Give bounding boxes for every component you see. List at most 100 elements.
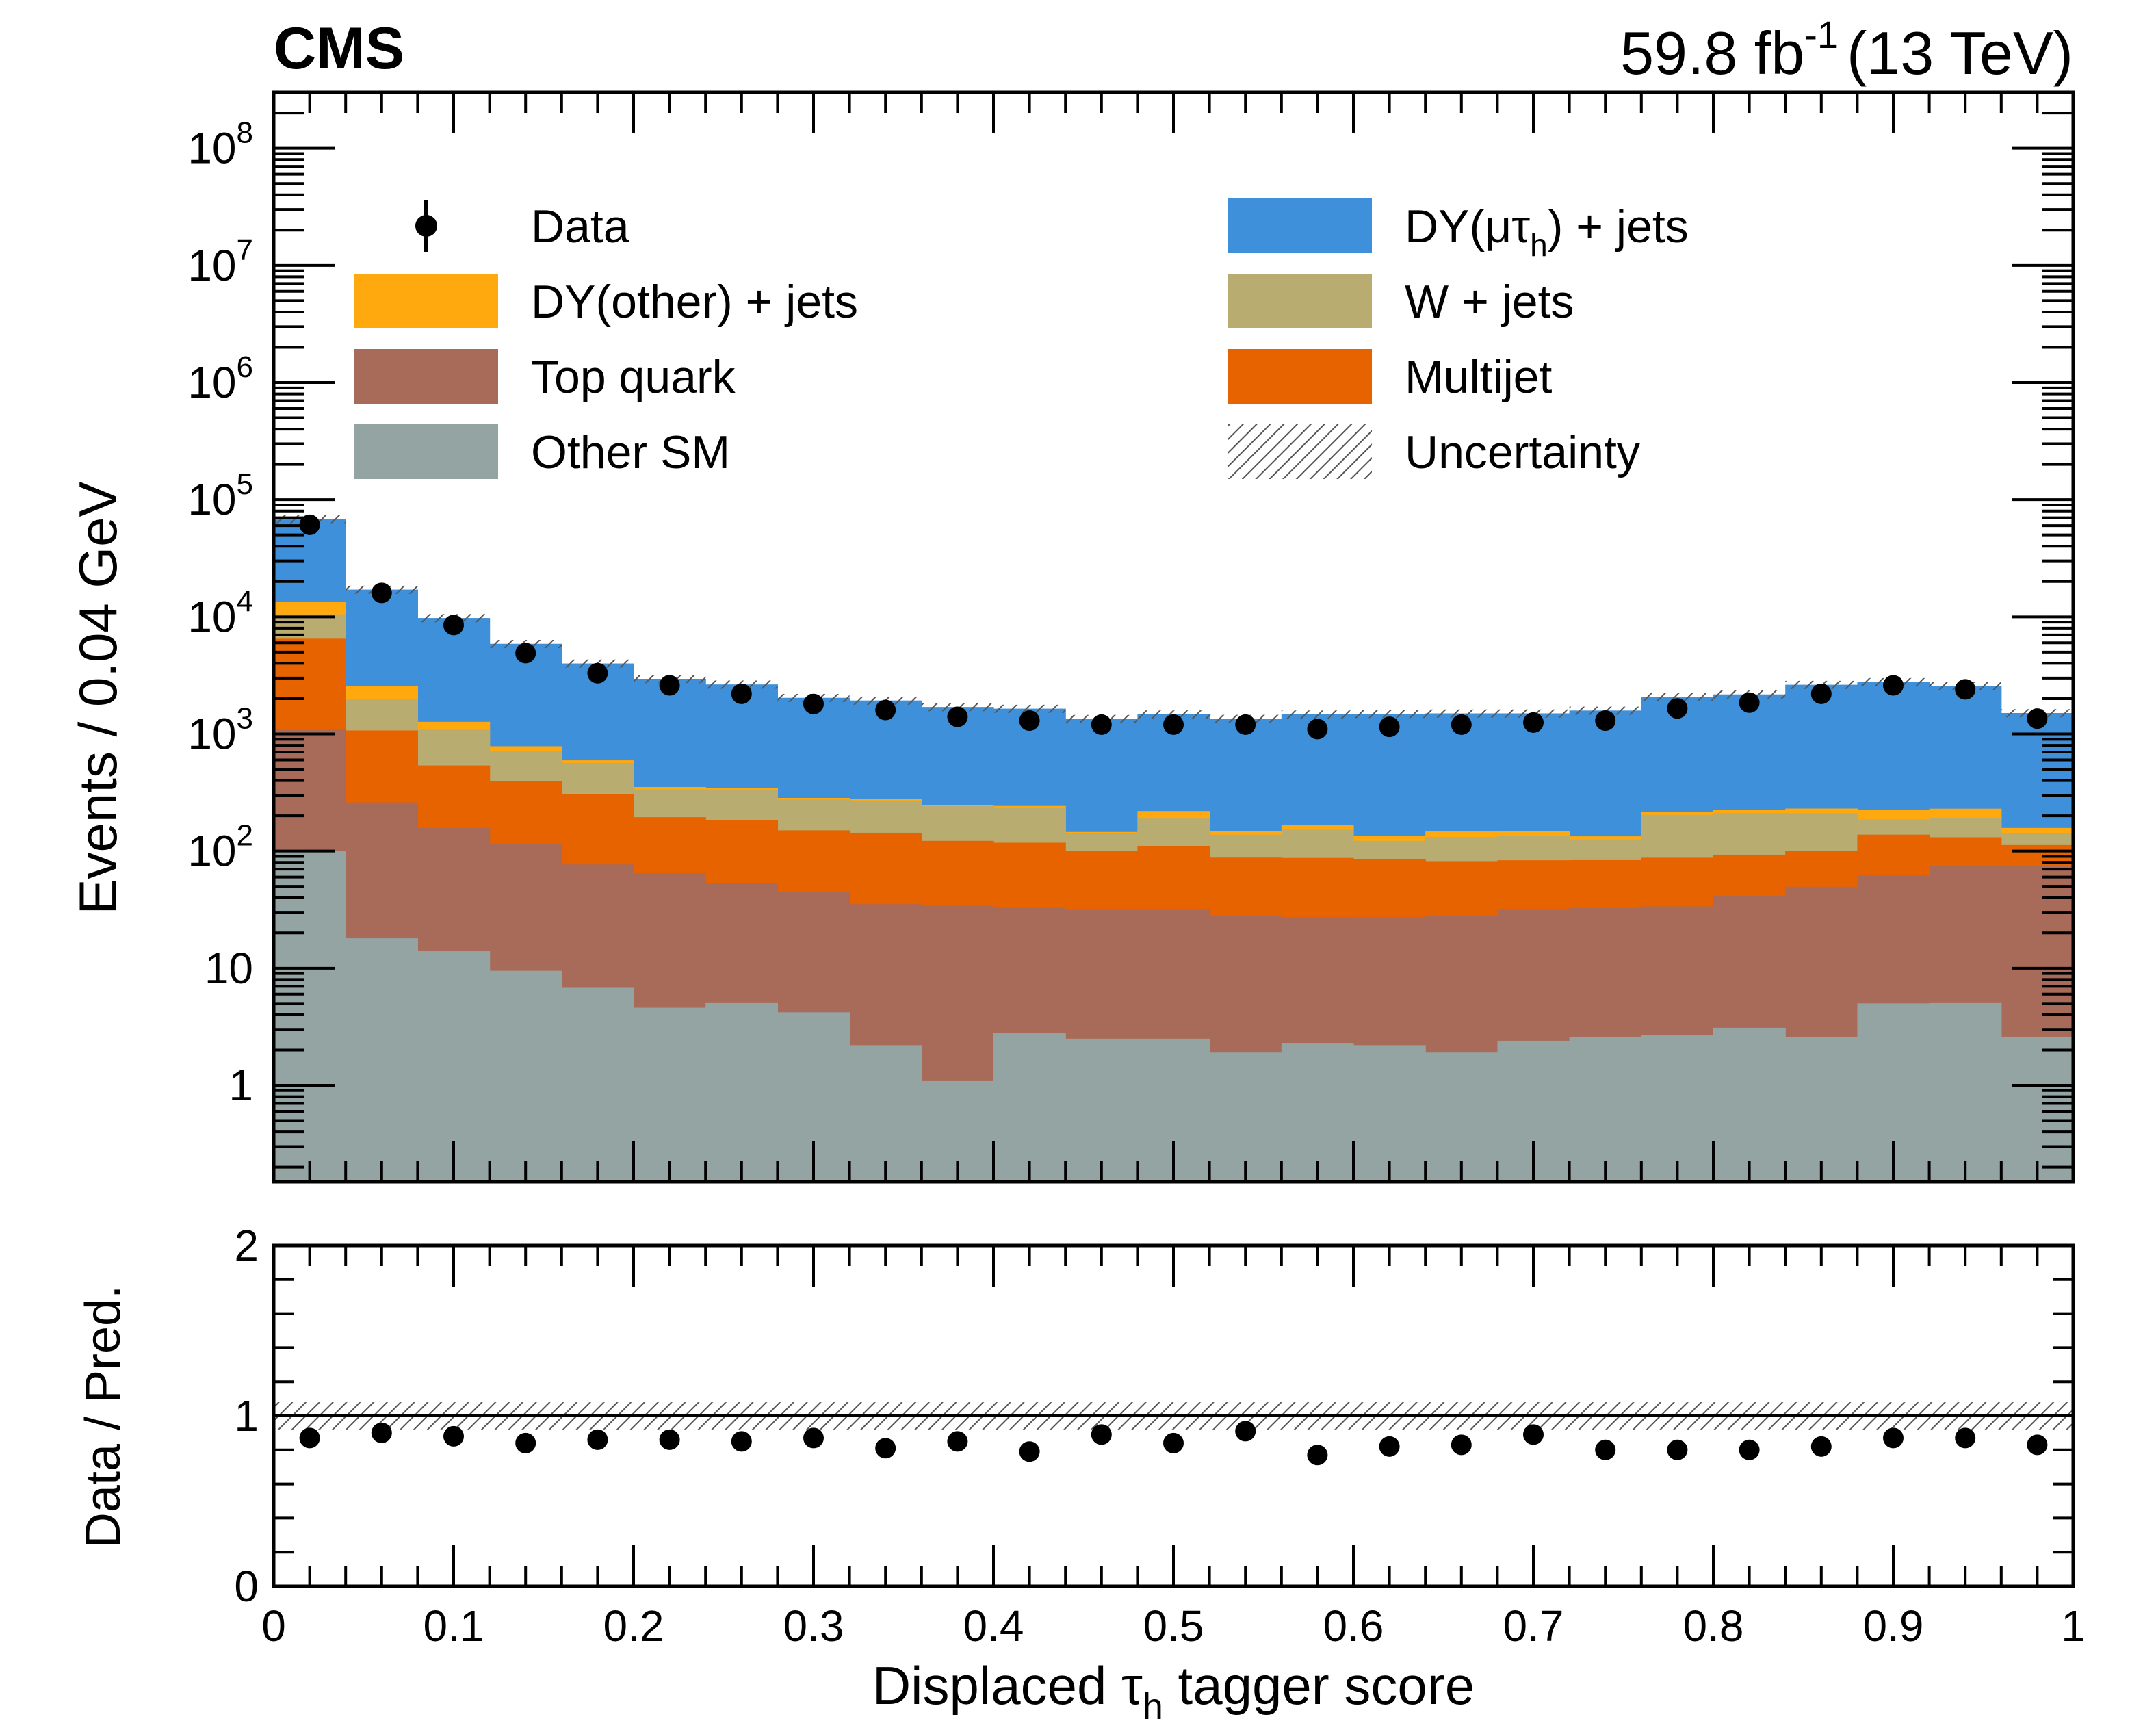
y-tick-base: 1	[229, 1061, 253, 1110]
y-tick-base: 10	[187, 592, 236, 641]
other_sm-bin	[1929, 1002, 2002, 1182]
x-tick-label: 1	[2061, 1601, 2086, 1651]
ratio-point	[731, 1431, 752, 1452]
main-x-ticks	[272, 92, 2075, 1182]
other_sm-bin	[2001, 1036, 2073, 1182]
y-tick-base: 10	[187, 475, 236, 524]
y-tick-exponent: 7	[237, 233, 253, 267]
legend-entry-dy_mutau: DY(μτh) + jets	[1228, 198, 1689, 263]
ratio-point	[1019, 1441, 1040, 1462]
y-tick-exponent: 6	[237, 350, 253, 384]
ratio-point	[1883, 1427, 1904, 1449]
ratio-point	[1595, 1439, 1616, 1460]
lumi-value: 59.8 fb	[1620, 19, 1804, 87]
y-tick-label: 102	[187, 819, 253, 876]
data-point	[443, 615, 464, 636]
y-tick-label: 104	[187, 584, 253, 641]
y-tick-label: 108	[187, 116, 253, 173]
ratio-point	[1523, 1424, 1544, 1445]
legend-swatch	[1228, 274, 1372, 328]
ratio-point	[1091, 1424, 1112, 1445]
ratio-point	[1379, 1436, 1400, 1457]
other_sm-bin	[1569, 1036, 1642, 1182]
legend-entry-dy_other: DY(other) + jets	[354, 274, 858, 328]
legend-label-suffix: ) + jets	[1548, 201, 1689, 253]
x-tick-label: 0.5	[1143, 1601, 1204, 1651]
ratio-point	[1667, 1439, 1688, 1460]
x-axis-title: Displaced τh tagger score	[872, 1655, 1475, 1719]
legend-entry-top: Top quark	[354, 349, 736, 404]
legend-marker-dot	[415, 215, 437, 237]
other_sm-bin	[849, 1045, 922, 1182]
legend-swatch	[354, 274, 498, 328]
y-tick-label: 1	[229, 1061, 253, 1110]
y-tick-exponent: 2	[237, 819, 253, 853]
legend-entry-multijet: Multijet	[1228, 349, 1552, 404]
stack-component-other_sm	[274, 851, 2073, 1182]
data-point	[1739, 692, 1760, 713]
y-tick-label: 106	[187, 350, 253, 407]
x-tick-label: 0.9	[1863, 1601, 1924, 1651]
ratio-point	[875, 1438, 896, 1459]
uncertainty-bin	[1425, 709, 1498, 718]
legend: Data DY(μτh) + jets DY(other) + jets W + je…	[354, 198, 1689, 479]
main-y-axis-title: Events / 0.04 GeV	[68, 481, 128, 914]
ratio-point	[443, 1425, 464, 1447]
data-point	[587, 662, 608, 684]
data-point	[1307, 719, 1328, 740]
other_sm-bin	[1785, 1036, 1858, 1182]
other_sm-bin	[705, 1002, 778, 1182]
uncertainty-bin	[1641, 693, 1713, 701]
y-tick-base: 10	[187, 358, 236, 407]
x-axis-title-prefix: Displaced	[872, 1655, 1121, 1716]
x-tick-label: 0.2	[603, 1601, 664, 1651]
legend-entry-other_sm: Other SM	[354, 424, 730, 479]
data-point	[803, 693, 824, 714]
data-point	[1810, 683, 1832, 704]
ratio-point	[587, 1429, 608, 1450]
y-tick-base: 10	[187, 827, 236, 876]
y-tick-exponent: 5	[237, 467, 253, 501]
data-point	[2027, 708, 2048, 729]
x-tick-label: 0	[261, 1601, 286, 1651]
other_sm-bin	[561, 987, 634, 1182]
ratio-point	[371, 1422, 392, 1443]
ratio-point	[659, 1429, 680, 1450]
data-point	[659, 675, 680, 696]
other_sm-bin	[489, 970, 562, 1182]
legend-label: Multijet	[1405, 351, 1552, 403]
x-tick-label: 0.7	[1503, 1601, 1564, 1651]
x-tick-label: 0.1	[424, 1601, 484, 1651]
data-point	[1451, 714, 1472, 735]
data-point	[299, 514, 320, 535]
x-tick-label: 0.6	[1323, 1601, 1384, 1651]
legend-entry-data: Data	[415, 200, 629, 253]
ratio-point	[947, 1431, 968, 1452]
legend-label-subscript: h	[1530, 227, 1548, 263]
ratio-tick-label: 2	[234, 1221, 259, 1270]
ratio-point	[1739, 1439, 1760, 1460]
y-tick-label: 103	[187, 701, 253, 758]
other_sm-bin	[1281, 1043, 1354, 1182]
legend-swatch	[1228, 349, 1372, 404]
y-tick-label: 10	[205, 944, 253, 993]
other_sm-bin	[634, 1007, 706, 1182]
data-point	[515, 643, 536, 664]
y-tick-exponent: 3	[237, 701, 253, 735]
ratio-tick-label: 1	[234, 1391, 259, 1440]
data-point	[1955, 679, 1976, 700]
legend-label: W + jets	[1405, 276, 1574, 328]
legend-swatch	[354, 424, 498, 479]
uncertainty-bin	[1281, 710, 1353, 719]
ratio-point	[1955, 1427, 1976, 1449]
stacked-histogram	[274, 519, 2073, 1182]
data-point	[1667, 698, 1688, 719]
ratio-point	[1810, 1436, 1832, 1457]
data-points	[299, 514, 2048, 740]
y-tick-base: 10	[205, 944, 253, 993]
legend-label: Top quark	[531, 351, 736, 403]
data-point	[1019, 710, 1040, 731]
y-tick-base: 10	[187, 241, 236, 290]
x-axis-title-suffix: tagger score	[1163, 1655, 1475, 1716]
